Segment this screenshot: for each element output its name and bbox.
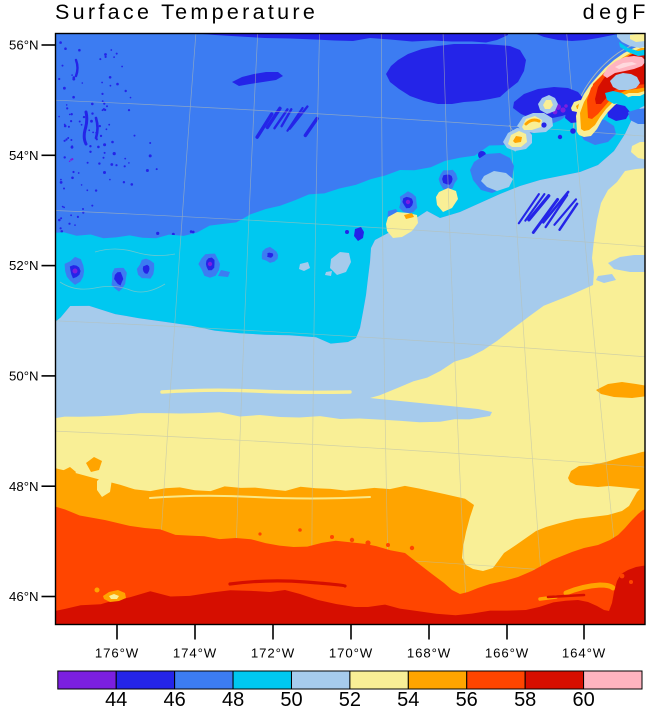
- svg-text:166°W: 166°W: [485, 646, 529, 661]
- svg-text:46°N: 46°N: [9, 589, 38, 604]
- svg-text:54: 54: [397, 689, 419, 710]
- svg-text:174°W: 174°W: [173, 646, 217, 661]
- svg-text:52: 52: [339, 689, 361, 710]
- svg-text:degF: degF: [583, 0, 647, 24]
- svg-text:164°W: 164°W: [562, 646, 606, 661]
- svg-text:54°N: 54°N: [9, 148, 38, 163]
- svg-text:170°W: 170°W: [329, 646, 373, 661]
- svg-text:48°N: 48°N: [9, 479, 38, 494]
- svg-text:46: 46: [163, 689, 185, 710]
- svg-text:60: 60: [572, 689, 594, 710]
- svg-text:52°N: 52°N: [9, 258, 38, 273]
- svg-text:172°W: 172°W: [251, 646, 295, 661]
- svg-text:50°N: 50°N: [9, 369, 38, 384]
- svg-text:176°W: 176°W: [95, 646, 139, 661]
- svg-text:56: 56: [456, 689, 478, 710]
- svg-text:Surface Temperature: Surface Temperature: [55, 0, 318, 24]
- svg-text:58: 58: [514, 689, 536, 710]
- svg-text:48: 48: [222, 689, 244, 710]
- svg-text:56°N: 56°N: [9, 38, 38, 53]
- svg-text:44: 44: [105, 689, 127, 710]
- svg-text:50: 50: [280, 689, 302, 710]
- svg-text:168°W: 168°W: [407, 646, 451, 661]
